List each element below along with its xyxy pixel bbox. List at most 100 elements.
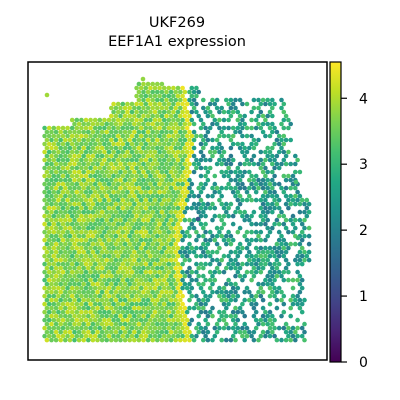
expression-spot xyxy=(58,177,63,183)
expression-spot xyxy=(145,313,151,319)
expression-spot xyxy=(120,109,126,115)
expression-spot xyxy=(106,165,112,171)
expression-spot xyxy=(240,301,245,307)
expression-spot xyxy=(281,101,287,107)
expression-spot xyxy=(143,317,149,323)
expression-spot xyxy=(53,329,59,335)
expression-spot xyxy=(46,165,52,171)
expression-spot xyxy=(297,273,303,279)
expression-spot xyxy=(155,249,160,255)
expression-spot xyxy=(53,233,59,239)
expression-spot xyxy=(233,105,238,111)
expression-spot xyxy=(141,313,146,319)
expression-spot xyxy=(74,285,80,291)
expression-spot xyxy=(148,293,153,299)
expression-spot xyxy=(249,141,254,147)
expression-spot xyxy=(194,237,199,243)
expression-spot xyxy=(143,325,149,331)
expression-spot xyxy=(106,141,112,147)
expression-spot xyxy=(104,281,109,287)
expression-spot xyxy=(226,117,231,123)
expression-spot xyxy=(49,337,54,343)
expression-spot xyxy=(274,257,280,263)
expression-spot xyxy=(175,205,181,211)
expression-spot xyxy=(194,109,199,115)
expression-spot xyxy=(288,137,294,143)
expression-spot xyxy=(173,233,178,239)
expression-spot xyxy=(152,261,158,267)
expression-spot xyxy=(166,237,172,243)
expression-spot xyxy=(219,153,224,159)
expression-spot xyxy=(168,137,174,143)
expression-spot xyxy=(263,165,268,171)
expression-spot xyxy=(210,121,215,127)
expression-spot xyxy=(159,305,165,311)
expression-spot xyxy=(132,225,137,231)
expression-spot xyxy=(288,297,294,303)
expression-spot xyxy=(189,85,195,91)
expression-spot xyxy=(118,129,123,135)
expression-spot xyxy=(224,97,229,103)
expression-spot xyxy=(286,269,291,275)
expression-spot xyxy=(69,173,75,179)
expression-spot xyxy=(166,165,172,171)
expression-spot xyxy=(166,205,172,211)
expression-spot xyxy=(81,249,86,255)
expression-spot xyxy=(207,157,213,163)
expression-spot xyxy=(49,137,54,143)
expression-spot xyxy=(235,253,241,259)
expression-spot xyxy=(136,241,142,247)
expression-spot xyxy=(79,157,84,163)
expression-spot xyxy=(76,313,82,319)
expression-spot xyxy=(106,181,112,187)
expression-spot xyxy=(74,253,80,259)
expression-spot xyxy=(207,125,213,131)
expression-spot xyxy=(148,237,153,243)
expression-spot xyxy=(122,329,128,335)
expression-spot xyxy=(203,261,208,267)
expression-spot xyxy=(276,245,282,251)
expression-spot xyxy=(90,241,96,247)
expression-spot xyxy=(102,157,107,163)
expression-spot xyxy=(76,233,82,239)
expression-spot xyxy=(125,245,130,251)
expression-spot xyxy=(219,201,224,207)
expression-spot xyxy=(67,249,73,255)
expression-spot xyxy=(242,289,247,295)
expression-spot xyxy=(159,137,165,143)
expression-spot xyxy=(267,293,273,299)
expression-spot xyxy=(141,281,146,287)
expression-spot xyxy=(150,121,155,127)
expression-spot xyxy=(157,173,162,179)
expression-spot xyxy=(145,177,151,183)
expression-spot xyxy=(240,197,245,203)
expression-spot xyxy=(242,297,247,303)
expression-spot xyxy=(44,257,50,263)
expression-spot xyxy=(214,137,220,143)
expression-spot xyxy=(196,265,201,271)
expression-spot xyxy=(226,325,231,331)
expression-spot xyxy=(265,169,271,175)
expression-spot xyxy=(115,117,121,123)
expression-spot xyxy=(132,257,137,263)
expression-spot xyxy=(265,257,271,263)
expression-spot xyxy=(141,225,146,231)
expression-spot xyxy=(212,237,218,243)
expression-spot xyxy=(42,125,47,131)
expression-spot xyxy=(168,289,174,295)
expression-spot xyxy=(97,221,103,227)
expression-spot xyxy=(115,333,121,339)
expression-spot xyxy=(115,181,121,187)
expression-spot xyxy=(251,329,257,335)
expression-spot xyxy=(168,265,174,271)
expression-spot xyxy=(132,241,137,247)
expression-spot xyxy=(127,329,132,335)
expression-spot xyxy=(258,293,264,299)
expression-spot xyxy=(134,165,139,171)
expression-spot xyxy=(166,93,172,99)
expression-spot xyxy=(51,237,57,243)
expression-spot xyxy=(249,117,254,123)
expression-spot xyxy=(224,233,229,239)
expression-spot xyxy=(125,117,130,123)
expression-spot xyxy=(191,337,197,343)
